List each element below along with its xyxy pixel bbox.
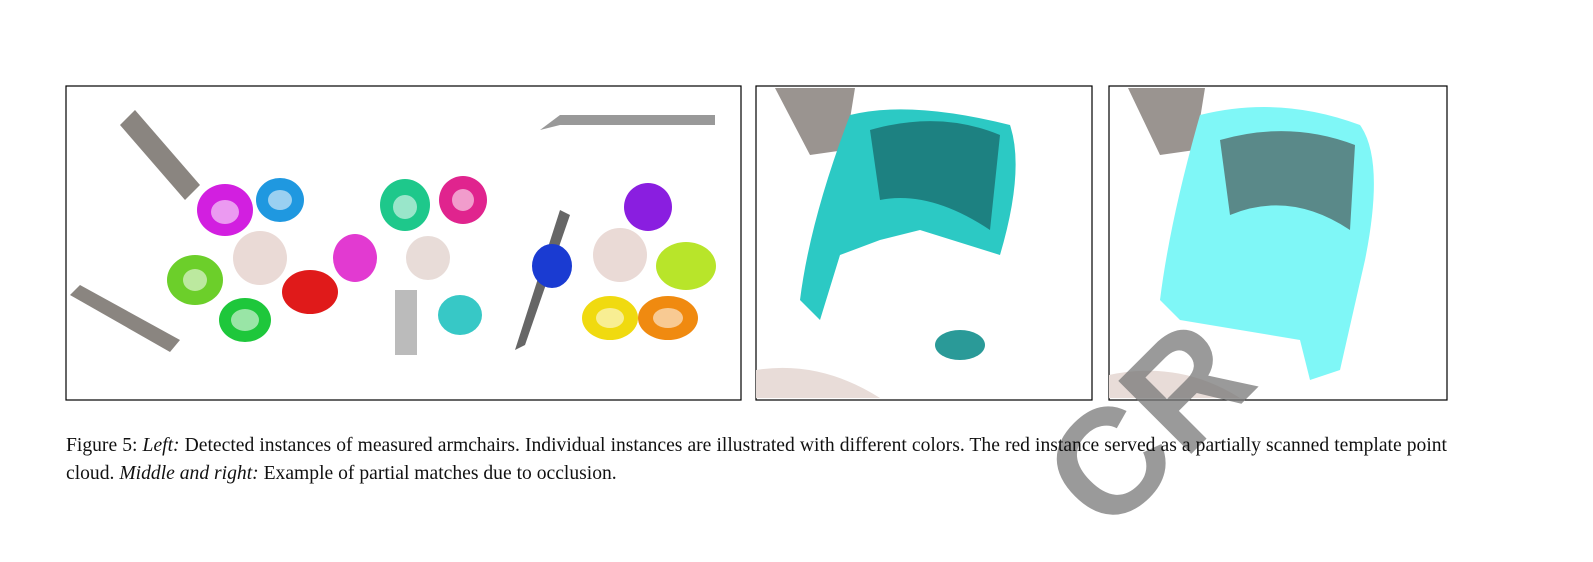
figure-panels <box>65 85 1448 401</box>
figure-caption: Figure 5: Left: Detected instances of me… <box>66 432 1447 488</box>
middle-panel <box>755 85 1093 401</box>
caption-label: Figure 5: <box>66 435 138 456</box>
caption-middle-right-text: Example of partial matches due to occlus… <box>263 463 617 484</box>
page: CR Figure 5: Left: Detected instances of… <box>65 85 1448 561</box>
caption-left-text: Detected instances of measured armchairs… <box>66 435 1447 484</box>
right-panel <box>1108 85 1448 401</box>
caption-middle-right-label: Middle and right: <box>119 463 259 484</box>
left-panel <box>65 85 742 401</box>
caption-left-label: Left: <box>142 435 180 456</box>
